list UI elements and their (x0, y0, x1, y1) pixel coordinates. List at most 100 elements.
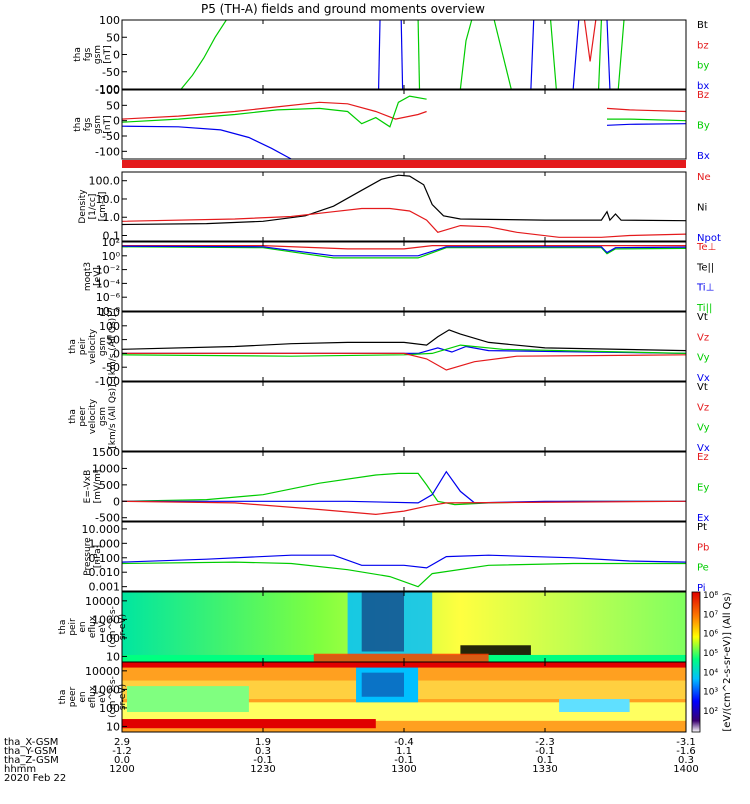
peer_velocity-ylabel-line: tha (68, 409, 78, 424)
time-row-value: 2.9 (114, 737, 130, 748)
ytick-label: 1500 (92, 446, 120, 459)
ytick-label: 0 (113, 49, 120, 62)
series-fgs-by (617, 20, 625, 89)
series-fgs-by (459, 20, 473, 89)
series-fgs_gsm_sm-Bx (606, 123, 686, 126)
panel-fgs: 100 50 0 -50 -100 tha fgs gsm [nT] Bt bz by bx (73, 14, 709, 96)
series-pressure-Pi (122, 554, 686, 569)
legend-peer_velocity-Vx: Vx (697, 443, 710, 454)
ytick-label: 0 (113, 347, 120, 360)
ytick-label: 50 (106, 31, 120, 44)
ytick-label: 10⁻² (96, 264, 120, 277)
legend-density-Ne: Ne (697, 172, 711, 183)
spectrogram-lowband (313, 653, 489, 662)
spectrogram-noise (361, 592, 404, 652)
fgs-ylabel-line: gsm (93, 45, 103, 64)
colorbar-label: [eV/(cm^2-s-sr-eV)] (All Qs) (722, 592, 733, 731)
series-fgs-bx (572, 20, 580, 89)
peir_en_eflux-ylabel-line: (cm^2-s- (108, 606, 118, 648)
peir_en_eflux-ylabel-line: sr-eV) (118, 614, 128, 640)
ytick-label: 0 (113, 115, 120, 128)
peir_en_eflux-ylabel-line: eflux (88, 615, 98, 638)
ytick-label: -100 (95, 375, 120, 388)
colorbar-tick-label: 10⁵ (703, 649, 718, 659)
series-fgs-by (417, 20, 421, 89)
ytick-label: -50 (102, 361, 120, 374)
ytick-label: 1000 (92, 462, 120, 475)
ytick-label: 10⁻⁴ (96, 277, 121, 290)
time-row-value: 0.0 (114, 755, 130, 766)
fgs_gsm_sm-ylabel-line: tha (73, 117, 83, 132)
ytick-label: 100 (99, 702, 120, 715)
series-temperature-Ti|| (122, 246, 686, 259)
legend-density-Npot: Npot (697, 233, 721, 244)
legend-peer_velocity-Vz: Vz (697, 402, 709, 413)
time-row-value: -1.6 (676, 746, 696, 757)
time-row-value: 1200 (109, 764, 134, 775)
series-efield-Ez (122, 500, 686, 516)
colorbar-scale (691, 591, 701, 733)
time-row-value: 1.1 (396, 746, 412, 757)
legend-peir_velocity-Vz: Vz (697, 332, 709, 343)
fgs-ylabel-line: tha (73, 47, 83, 62)
panel-frame (121, 241, 687, 312)
ytick-label: 10.0 (96, 193, 121, 206)
peer_en_eflux-ylabel-line: tha (58, 690, 68, 705)
fgs_gsm_sm-ylabel-line: [nT] (103, 115, 113, 133)
legend-fgs_gsm_sm-By: By (697, 121, 710, 132)
ytick-label: 500 (99, 479, 120, 492)
ytick-label: -50 (102, 130, 120, 143)
ytick-label: 10000 (85, 665, 120, 678)
ytick-label: 10² (102, 236, 120, 249)
legend-peer_velocity-Vt: Vt (697, 382, 708, 393)
ytick-label: 1.000 (89, 537, 121, 550)
pressure-ylabel-line: Pressure (83, 537, 93, 576)
colorbar-tick-label: 10⁸ (703, 591, 718, 601)
time-row-value: 1.9 (255, 737, 271, 748)
time-row-value: -0.1 (394, 755, 414, 766)
series-fgs-by (550, 20, 557, 89)
time-row-value: 1230 (250, 764, 275, 775)
peer_en_eflux-ylabel-line: sr-eV) (118, 684, 128, 710)
peir_velocity-ylabel-line: tha (68, 339, 78, 354)
series-peir_velocity-Vz (122, 352, 686, 371)
ytick-label: 10⁻⁸ (96, 305, 121, 318)
ytick-label: 100 (99, 320, 120, 333)
ytick-label: 100 (99, 632, 120, 645)
legend-temperature-Ti||: Ti|| (696, 303, 712, 314)
peir_velocity-ylabel-line: velocity (88, 328, 98, 364)
panel-frame (121, 171, 687, 242)
colorbar-tick-label: 10⁷ (703, 610, 718, 620)
legend-fgs_gsm_sm-Bx: Bx (697, 151, 710, 162)
colorbar-tick-label: 10³ (703, 688, 718, 698)
ytick-label: 10.000 (82, 523, 121, 536)
series-peir_velocity-Vt (122, 329, 686, 352)
ytick-label: 0.001 (89, 581, 121, 594)
ytick-label: 100 (99, 84, 120, 97)
time-row-value: -0.1 (253, 755, 273, 766)
spectrogram-band (127, 686, 249, 713)
time-row-label: hhmm (4, 764, 36, 775)
fgs-ylabel-line: fgs (83, 47, 93, 61)
ytick-label: 0.010 (89, 566, 121, 579)
legend-density-Ni: Ni (697, 203, 707, 214)
time-row-value: 1330 (532, 764, 557, 775)
peer_velocity-ylabel-line: [km/s (All Qs)] (108, 384, 118, 448)
legend-fgs-bz: bz (697, 40, 709, 51)
legend-efield-Ey: Ey (697, 483, 709, 494)
colorbar-tick-label: 10⁴ (703, 668, 718, 678)
ytick-label: 50 (106, 334, 120, 347)
spectrogram-noise (361, 672, 404, 697)
peer_en_eflux-ylabel-line: peer (68, 686, 78, 707)
series-fgs-bx (378, 20, 381, 89)
time-row-value: 1400 (673, 764, 698, 775)
legend-temperature-Te⊥: Te⊥ (696, 242, 716, 253)
legend-pressure-Pi: Pi (697, 583, 706, 594)
series-density-Ne (122, 207, 686, 238)
ytick-label: -100 (95, 83, 120, 96)
series-efield-Ey (122, 472, 686, 506)
time-row-value: -0.1 (535, 746, 555, 757)
series-peir_velocity-Vy (122, 344, 686, 357)
legend-efield-Ez: Ez (697, 452, 709, 463)
